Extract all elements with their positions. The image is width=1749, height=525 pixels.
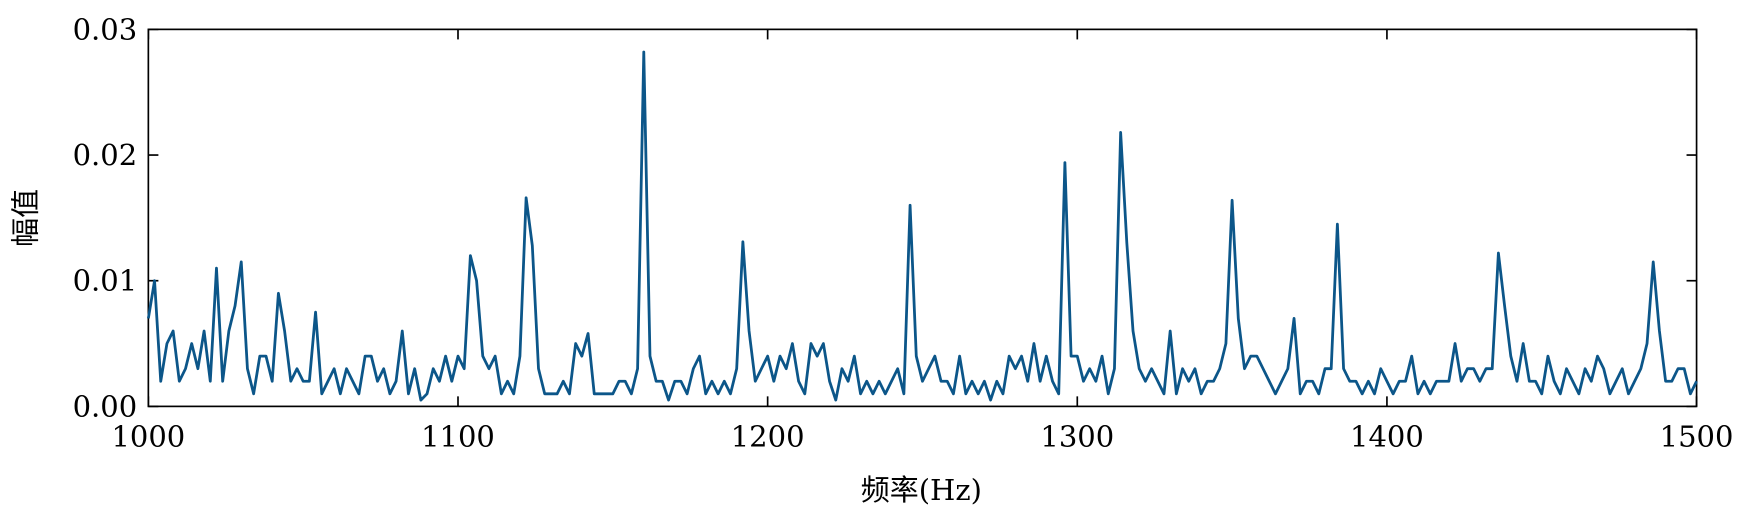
y-axis-label: 幅值 — [9, 189, 43, 247]
x-tick-label: 1000 — [111, 420, 185, 454]
y-tick-label: 0.03 — [73, 12, 138, 46]
x-tick-label: 1500 — [1660, 420, 1734, 454]
x-tick-label: 1300 — [1040, 420, 1114, 454]
x-tick-label: 1200 — [731, 420, 805, 454]
y-tick-label: 0.02 — [73, 138, 138, 172]
x-axis-label: 频率(Hz) — [861, 473, 982, 507]
x-tick-label: 1100 — [421, 420, 495, 454]
y-tick-label: 0.00 — [73, 389, 138, 423]
line-series — [146, 50, 1698, 402]
plot-frame — [147, 28, 1698, 408]
x-tick-label: 1400 — [1350, 420, 1424, 454]
y-tick-label: 0.01 — [73, 264, 138, 298]
